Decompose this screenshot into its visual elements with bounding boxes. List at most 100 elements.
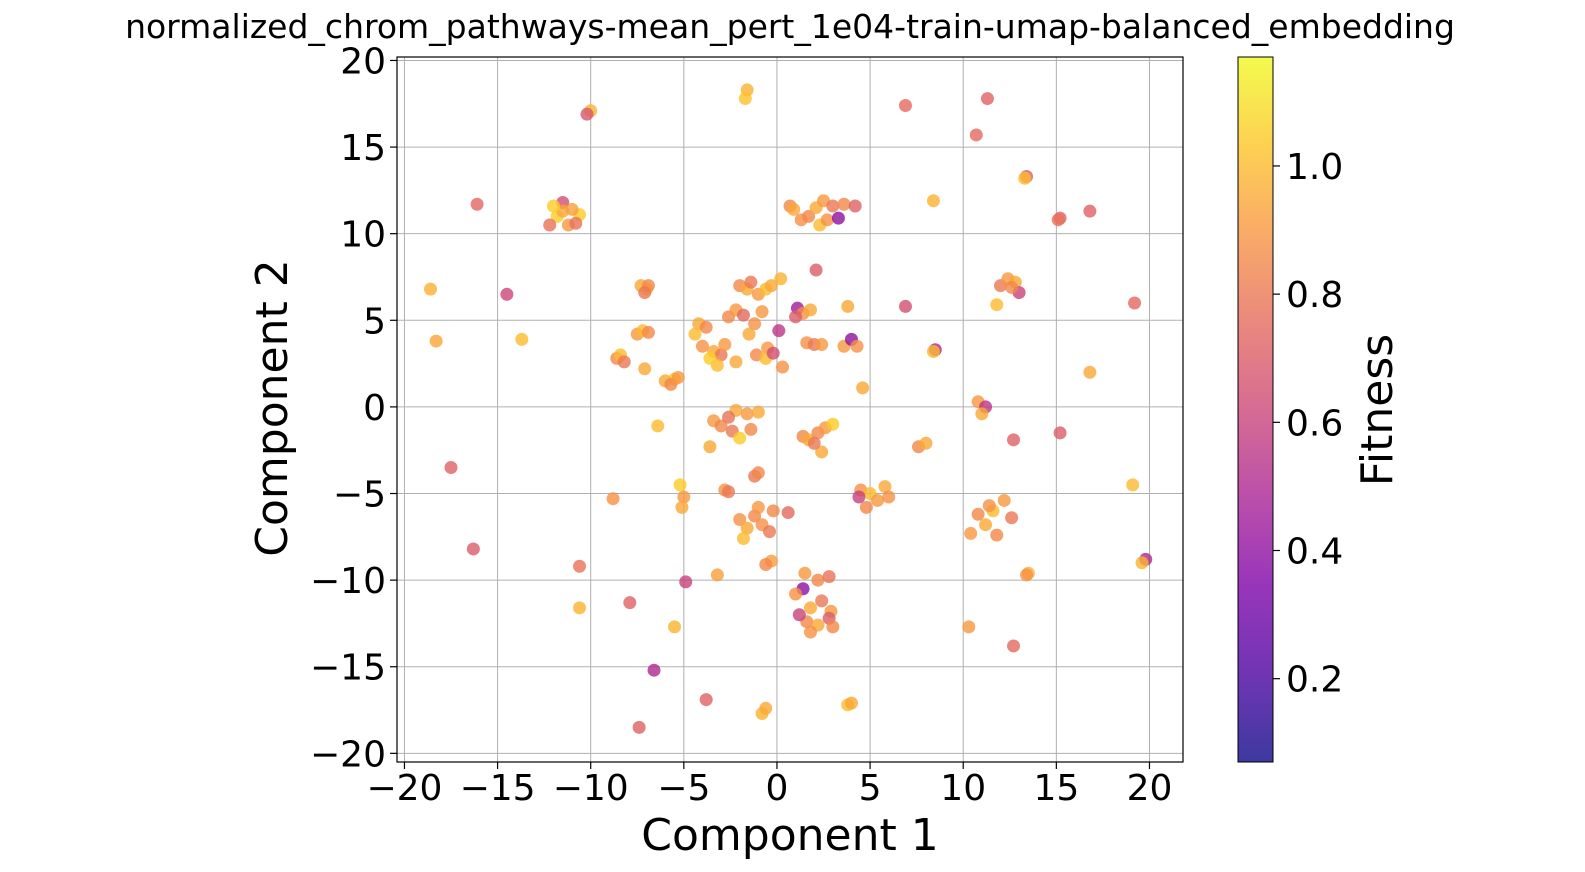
data-point: [751, 500, 765, 514]
x-tick-label: 5: [859, 768, 882, 809]
data-point: [848, 199, 862, 213]
data-point: [926, 344, 940, 358]
data-point: [569, 216, 583, 230]
data-point: [980, 92, 994, 106]
x-tick-label: −20: [366, 768, 442, 809]
data-point: [1051, 213, 1065, 227]
data-point: [668, 620, 682, 634]
y-tick-label: −5: [333, 475, 386, 516]
y-tick-label: −20: [310, 734, 386, 775]
data-point: [1005, 511, 1019, 525]
data-point: [803, 303, 817, 317]
data-point: [764, 279, 778, 293]
data-point: [789, 310, 803, 324]
data-point: [815, 338, 829, 352]
data-point: [699, 693, 713, 707]
data-point: [856, 381, 870, 395]
data-point: [675, 500, 689, 514]
data-point: [787, 202, 801, 216]
data-point: [736, 532, 750, 546]
colorbar-ticks: 0.2 0.4 0.6 0.8 1.0: [1273, 147, 1343, 701]
x-axis-label: Component 1: [641, 810, 938, 861]
colorbar-label: Fitness: [1352, 334, 1403, 486]
data-point: [748, 317, 762, 331]
data-point: [632, 720, 646, 734]
data-point: [606, 492, 620, 506]
x-tick-label: 0: [766, 768, 789, 809]
data-point: [500, 287, 514, 301]
data-point: [1053, 426, 1067, 440]
y-tick-label: −10: [310, 561, 386, 602]
data-point: [651, 419, 665, 433]
data-point: [742, 327, 756, 341]
data-point: [971, 507, 985, 521]
grid: [397, 57, 1183, 762]
data-point: [671, 370, 685, 384]
data-point: [776, 360, 790, 374]
data-point: [878, 480, 892, 494]
data-point: [751, 405, 765, 419]
data-point: [470, 197, 484, 211]
data-point: [774, 272, 788, 286]
data-point: [831, 211, 845, 225]
data-point: [802, 209, 816, 223]
data-point: [919, 436, 933, 450]
x-tick-label: 20: [1127, 768, 1173, 809]
data-point: [736, 308, 750, 322]
data-point: [424, 282, 438, 296]
x-tick-label: −15: [460, 768, 536, 809]
data-point: [982, 499, 996, 513]
data-point: [826, 199, 840, 213]
data-point: [699, 320, 713, 334]
data-point: [850, 339, 864, 353]
data-point: [1126, 478, 1140, 492]
data-point: [803, 625, 817, 639]
data-point: [714, 348, 728, 362]
data-point: [871, 493, 885, 507]
data-point: [763, 525, 777, 539]
data-point: [733, 512, 747, 526]
data-point: [677, 490, 691, 504]
data-point: [822, 570, 836, 584]
data-point: [755, 305, 769, 319]
data-point: [580, 107, 594, 121]
data-point: [1005, 280, 1019, 294]
data-point: [766, 504, 780, 518]
data-point: [789, 587, 803, 601]
data-point: [898, 99, 912, 113]
data-point: [820, 213, 834, 227]
y-tick-label: −15: [310, 648, 386, 689]
data-point: [990, 528, 1004, 542]
data-point: [729, 355, 743, 369]
data-point: [617, 355, 631, 369]
data-point: [703, 351, 717, 365]
data-point: [641, 325, 655, 339]
plot-frame: [396, 56, 1184, 763]
y-tick-label: 20: [340, 41, 386, 82]
x-tick-label: 10: [940, 768, 986, 809]
data-point: [815, 594, 829, 608]
data-point: [837, 197, 851, 211]
data-point: [809, 263, 823, 277]
data-point: [638, 286, 652, 300]
data-point: [975, 407, 989, 421]
data-point: [573, 559, 587, 573]
data-point: [882, 490, 896, 504]
data-point: [744, 275, 758, 289]
data-point: [997, 493, 1011, 507]
data-point: [781, 506, 795, 520]
data-point: [898, 299, 912, 313]
colorbar-tick-label: 1.0: [1286, 147, 1343, 188]
data-point: [841, 299, 855, 313]
data-point: [722, 410, 736, 424]
data-point: [738, 92, 752, 106]
data-point: [1083, 365, 1097, 379]
data-point: [852, 490, 866, 504]
data-point: [807, 436, 821, 450]
data-point: [703, 440, 717, 454]
colorbar-tick-label: 0.6: [1286, 403, 1343, 444]
data-point: [859, 500, 873, 514]
data-point: [811, 573, 825, 587]
x-tick-label: −10: [553, 768, 629, 809]
